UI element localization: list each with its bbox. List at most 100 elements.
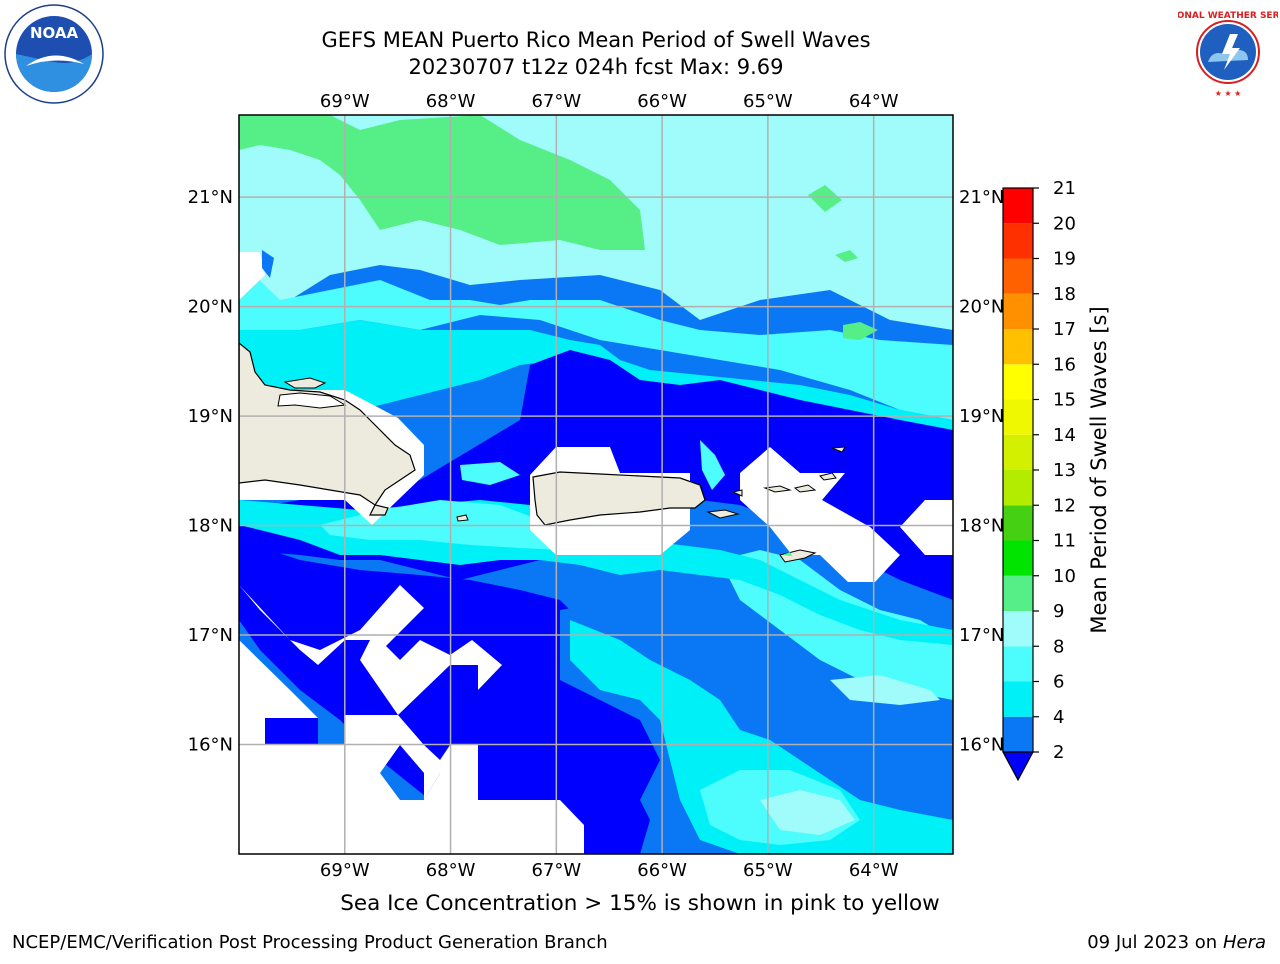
colorbar-tick-label: 15 bbox=[1053, 390, 1076, 411]
lon-label-top: 65°W bbox=[743, 91, 793, 112]
footer-date: 09 Jul 2023 on Hera bbox=[1087, 932, 1266, 953]
lat-label-left: 20°N bbox=[188, 297, 233, 318]
sea-ice-note: Sea Ice Concentration > 15% is shown in … bbox=[340, 891, 940, 916]
colorbar-segment bbox=[1003, 434, 1033, 470]
lon-label-bottom: 67°W bbox=[531, 860, 581, 881]
map-subtitle: 20230707 t12z 024h fcst Max: 9.69 bbox=[408, 55, 784, 79]
colorbar-tick-label: 11 bbox=[1053, 531, 1076, 552]
colorbar-segment bbox=[1003, 329, 1033, 365]
lon-label-bottom: 66°W bbox=[637, 860, 687, 881]
latitude-labels-right: 21°N 20°N 19°N 18°N 17°N 16°N bbox=[959, 187, 1004, 755]
land-hispaniola bbox=[239, 342, 416, 516]
mask-west-north bbox=[239, 252, 265, 300]
graticule bbox=[239, 115, 953, 854]
map-title: GEFS MEAN Puerto Rico Mean Period of Swe… bbox=[321, 28, 871, 52]
lat-label-right: 19°N bbox=[959, 406, 1004, 427]
colorbar-segment bbox=[1003, 293, 1033, 329]
colorbar-segment bbox=[1003, 505, 1033, 541]
band-8-9-south bbox=[760, 790, 855, 835]
nws-logo: NATIONAL WEATHER SERVICE ★ ★ ★ bbox=[1178, 6, 1278, 98]
lon-label-bottom: 64°W bbox=[849, 860, 899, 881]
colorbar-extend-triangle bbox=[1001, 751, 1035, 782]
colorbar: 2 4 6 8 9 10 11 12 13 14 15 16 17 18 19 20 21 bbox=[1001, 178, 1076, 782]
colorbar-tick-label: 19 bbox=[1053, 249, 1076, 270]
colorbar-tick-label: 13 bbox=[1053, 460, 1076, 481]
land-vieques bbox=[706, 509, 740, 519]
colorbar-tick-label: 2 bbox=[1053, 742, 1064, 763]
lat-label-left: 19°N bbox=[188, 406, 233, 427]
footer-date-text: 09 Jul 2023 on bbox=[1087, 932, 1223, 953]
band-6-8-monapassage bbox=[460, 462, 520, 485]
band-lt2-pocket bbox=[398, 665, 478, 760]
colorbar-tick-label: 12 bbox=[1053, 495, 1076, 516]
band-lt2-pocket2 bbox=[265, 718, 318, 745]
noaa-logo: NOAA bbox=[4, 4, 104, 104]
colorbar-segment bbox=[1003, 540, 1033, 576]
lon-label-top: 67°W bbox=[531, 91, 581, 112]
lon-label-top: 68°W bbox=[426, 91, 476, 112]
colorbar-tick-label: 4 bbox=[1053, 707, 1064, 728]
colorbar-segment bbox=[1003, 575, 1033, 611]
colorbar-segment bbox=[1003, 258, 1033, 294]
colorbar-segment bbox=[1003, 188, 1033, 224]
band-8-9-east bbox=[830, 675, 940, 705]
band-9-10-patch2 bbox=[843, 322, 878, 340]
colorbar-tick-label: 18 bbox=[1053, 284, 1076, 305]
colorbar-segment bbox=[1003, 364, 1033, 400]
lon-label-top: 69°W bbox=[320, 91, 370, 112]
colorbar-tick-label: 10 bbox=[1053, 566, 1076, 587]
band-4-6-south bbox=[570, 620, 953, 854]
colorbar-label: Mean Period of Swell Waves [s] bbox=[1087, 306, 1111, 633]
lon-label-top: 64°W bbox=[849, 91, 899, 112]
colorbar-segment bbox=[1003, 223, 1033, 259]
longitude-labels-bottom: 69°W 68°W 67°W 66°W 65°W 64°W bbox=[320, 860, 899, 881]
lat-label-right: 20°N bbox=[959, 297, 1004, 318]
colorbar-tick-label: 14 bbox=[1053, 425, 1076, 446]
lat-label-left: 17°N bbox=[188, 625, 233, 646]
colorbar-segment bbox=[1003, 611, 1033, 647]
colorbar-segment bbox=[1003, 716, 1033, 752]
mask-south-bottom bbox=[239, 745, 584, 854]
band-4-6-north bbox=[239, 320, 953, 440]
lat-label-right: 17°N bbox=[959, 625, 1004, 646]
band-9-10-patch3 bbox=[835, 250, 858, 262]
colorbar-segment bbox=[1003, 470, 1033, 506]
bay-samana bbox=[277, 392, 347, 409]
svg-text:NATIONAL WEATHER SERVICE: NATIONAL WEATHER SERVICE bbox=[1178, 11, 1278, 21]
lat-label-left: 18°N bbox=[188, 516, 233, 537]
lon-label-bottom: 65°W bbox=[743, 860, 793, 881]
latitude-labels-left: 21°N 20°N 19°N 18°N 17°N 16°N bbox=[188, 187, 233, 755]
land-mona bbox=[456, 514, 469, 522]
mask-southwest-2 bbox=[239, 640, 318, 745]
colorbar-tick-label: 6 bbox=[1053, 672, 1064, 693]
band-6-8 bbox=[239, 260, 953, 420]
lat-label-left: 21°N bbox=[188, 187, 233, 208]
band-lt2-south bbox=[239, 540, 730, 854]
lon-label-top: 66°W bbox=[637, 91, 687, 112]
svg-text:★ ★ ★: ★ ★ ★ bbox=[1215, 89, 1242, 98]
footer-machine: Hera bbox=[1222, 932, 1266, 953]
colorbar-tick-label: 8 bbox=[1053, 636, 1064, 657]
lat-label-left: 16°N bbox=[188, 735, 233, 756]
longitude-labels-top: 69°W 68°W 67°W 66°W 65°W 64°W bbox=[320, 91, 899, 112]
colorbar-segment bbox=[1003, 681, 1033, 717]
land-hispaniola-north bbox=[283, 377, 327, 389]
band-9-10-north bbox=[239, 115, 645, 250]
band-6-8-passage bbox=[700, 440, 725, 490]
lon-label-bottom: 68°W bbox=[426, 860, 476, 881]
noaa-logo-text: NOAA bbox=[30, 24, 79, 42]
band-2-4-west bbox=[262, 250, 274, 278]
mask-virginislands bbox=[740, 447, 900, 582]
lon-label-bottom: 69°W bbox=[320, 860, 370, 881]
colorbar-tick-label: 21 bbox=[1053, 178, 1076, 199]
lat-label-right: 18°N bbox=[959, 516, 1004, 537]
lat-label-right: 21°N bbox=[959, 187, 1004, 208]
land-virgin-islands bbox=[731, 446, 846, 497]
band-9-10-patch1 bbox=[808, 185, 842, 212]
colorbar-tick-label: 9 bbox=[1053, 601, 1064, 622]
colorbar-tick-label: 20 bbox=[1053, 213, 1076, 234]
mask-east bbox=[900, 500, 953, 555]
colorbar-tick-label: 17 bbox=[1053, 319, 1076, 340]
colorbar-segment bbox=[1003, 399, 1033, 435]
